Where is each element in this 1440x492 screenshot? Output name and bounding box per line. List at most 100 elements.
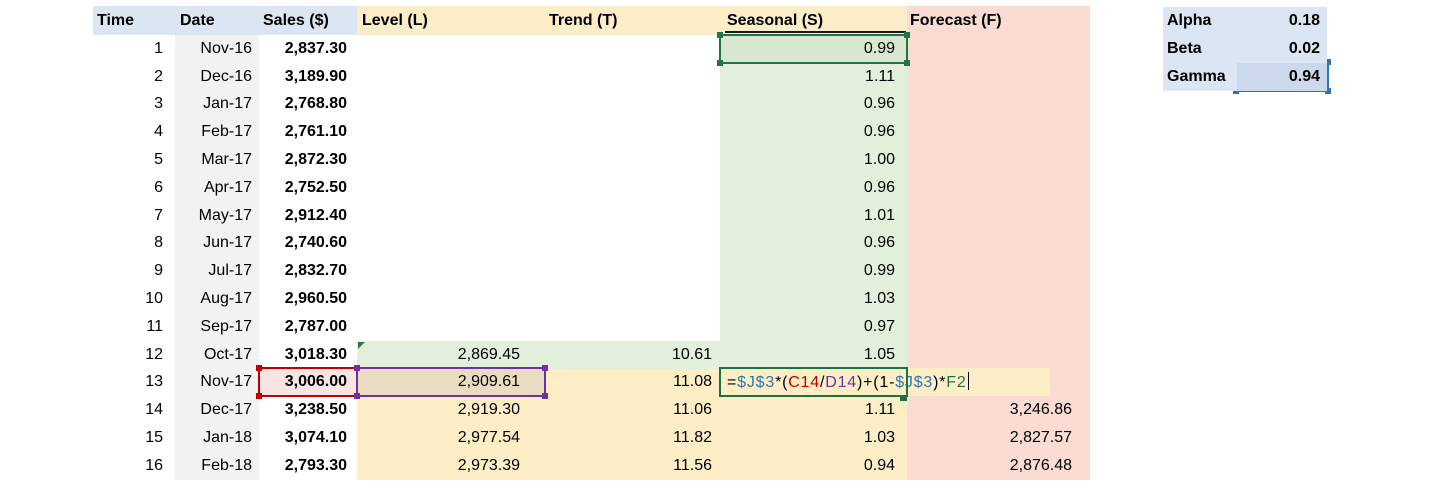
cell-date-row15[interactable]: Jan-18 [175,424,259,452]
red-reference-box-C14[interactable] [256,365,360,399]
cell-level-row7[interactable] [357,201,545,230]
cell-date-row3[interactable]: Jan-17 [175,90,259,119]
cell-seasonal-row11[interactable]: 0.97 [720,313,907,341]
cell-level-row16[interactable]: 2,973.39 [357,452,545,480]
cell-time-row9[interactable]: 9 [93,257,175,286]
cell-date-row4[interactable]: Feb-17 [175,118,259,147]
cell-seasonal-row8[interactable]: 0.96 [720,229,907,258]
cell-date-row11[interactable]: Sep-17 [175,313,259,341]
cell-trend-row9[interactable] [545,257,720,286]
cell-level-row10[interactable] [357,285,545,313]
drag-handle[interactable] [256,393,262,399]
drag-handle[interactable] [542,393,548,399]
cell-trend-row3[interactable] [545,90,720,119]
cell-sales-row9[interactable]: 2,832.70 [259,257,357,286]
cell-level-row2[interactable] [357,62,545,91]
header-seasonal[interactable]: Seasonal (S) [720,6,907,35]
cell-sales-row11[interactable]: 2,787.00 [259,313,357,341]
cell-time-row8[interactable]: 8 [93,229,175,258]
cell-sales-row14[interactable]: 3,238.50 [259,396,357,425]
cell-time-row15[interactable]: 15 [93,424,175,452]
cell-forecast-row7[interactable] [907,201,1090,230]
cell-seasonal-row9[interactable]: 0.99 [720,257,907,286]
drag-handle[interactable] [1325,59,1331,65]
cell-time-row14[interactable]: 14 [93,396,175,425]
cell-date-row7[interactable]: May-17 [175,201,259,230]
cell-date-row1[interactable]: Nov-16 [175,35,259,63]
cell-sales-row5[interactable]: 2,872.30 [259,146,357,174]
cell-seasonal-row7[interactable]: 1.01 [720,201,907,230]
fill-handle[interactable] [900,395,907,401]
cell-trend-row16[interactable]: 11.56 [545,452,720,480]
drag-handle[interactable] [717,60,723,66]
cell-seasonal-row6[interactable]: 0.96 [720,174,907,202]
cell-forecast-row15[interactable]: 2,827.57 [907,424,1090,452]
cell-level-row6[interactable] [357,174,545,202]
cell-date-row6[interactable]: Apr-17 [175,174,259,202]
cell-forecast-row3[interactable] [907,90,1090,119]
cell-seasonal-row4[interactable]: 0.96 [720,118,907,147]
drag-handle[interactable] [256,365,262,371]
cell-seasonal-row10[interactable]: 1.03 [720,285,907,313]
header-time[interactable]: Time [93,6,175,35]
cell-time-row12[interactable]: 12 [93,340,175,369]
cell-date-row8[interactable]: Jun-17 [175,229,259,258]
drag-handle[interactable] [354,393,360,399]
cell-seasonal-row15[interactable]: 1.03 [720,424,907,452]
cell-time-row10[interactable]: 10 [93,285,175,313]
cell-level-row15[interactable]: 2,977.54 [357,424,545,452]
cell-sales-row1[interactable]: 2,837.30 [259,35,357,63]
cell-trend-row11[interactable] [545,313,720,341]
cell-trend-row7[interactable] [545,201,720,230]
cell-time-row16[interactable]: 16 [93,452,175,480]
header-date[interactable]: Date [175,6,259,35]
cell-forecast-row4[interactable] [907,118,1090,147]
gamma-value[interactable]: 0.94 [1237,63,1327,91]
cell-date-row2[interactable]: Dec-16 [175,62,259,91]
cell-level-row12[interactable]: 2,869.45 [357,340,545,369]
cell-trend-row5[interactable] [545,146,720,174]
cell-time-row3[interactable]: 3 [93,90,175,119]
header-forecast[interactable]: Forecast (F) [907,6,1090,35]
purple-reference-box-D14[interactable] [354,365,548,399]
cell-level-row13[interactable]: 2,909.61 [357,368,545,397]
beta-value[interactable]: 0.02 [1288,40,1320,57]
drag-handle[interactable] [1233,88,1239,94]
cell-sales-row2[interactable]: 3,189.90 [259,62,357,91]
cell-time-row7[interactable]: 7 [93,201,175,230]
cell-date-row5[interactable]: Mar-17 [175,146,259,174]
cell-level-row8[interactable] [357,229,545,258]
cell-trend-row8[interactable] [545,229,720,258]
cell-forecast-row10[interactable] [907,285,1090,313]
header-sales[interactable]: Sales ($) [259,6,357,35]
cell-forecast-row16[interactable]: 2,876.48 [907,452,1090,480]
cell-forecast-row6[interactable] [907,174,1090,202]
cell-date-row9[interactable]: Jul-17 [175,257,259,286]
cell-seasonal-row5[interactable]: 1.00 [720,146,907,174]
cell-level-row9[interactable] [357,257,545,286]
cell-trend-row4[interactable] [545,118,720,147]
cell-forecast-row14[interactable]: 3,246.86 [907,396,1090,425]
drag-handle[interactable] [354,365,360,371]
cell-date-row16[interactable]: Feb-18 [175,452,259,480]
cell-trend-row13[interactable]: 11.08 [545,368,720,397]
cell-level-row5[interactable] [357,146,545,174]
cell-time-row11[interactable]: 11 [93,313,175,341]
cell-time-row6[interactable]: 6 [93,174,175,202]
cell-trend-row6[interactable] [545,174,720,202]
cell-date-row10[interactable]: Aug-17 [175,285,259,313]
cell-sales-row3[interactable]: 2,768.80 [259,90,357,119]
cell-trend-row2[interactable] [545,62,720,91]
cell-level-row11[interactable] [357,313,545,341]
cell-seasonal-row12[interactable]: 1.05 [720,340,907,369]
drag-handle[interactable] [1325,88,1331,94]
header-level[interactable]: Level (L) [357,6,545,35]
drag-handle[interactable] [904,32,910,38]
cell-trend-row12[interactable]: 10.61 [545,340,720,369]
green-reference-box-F2[interactable] [717,32,910,66]
cell-trend-row14[interactable]: 11.06 [545,396,720,425]
cell-forecast-row12[interactable] [907,340,1090,369]
cell-level-row4[interactable] [357,118,545,147]
cell-forecast-row11[interactable] [907,313,1090,341]
cell-forecast-row9[interactable] [907,257,1090,286]
